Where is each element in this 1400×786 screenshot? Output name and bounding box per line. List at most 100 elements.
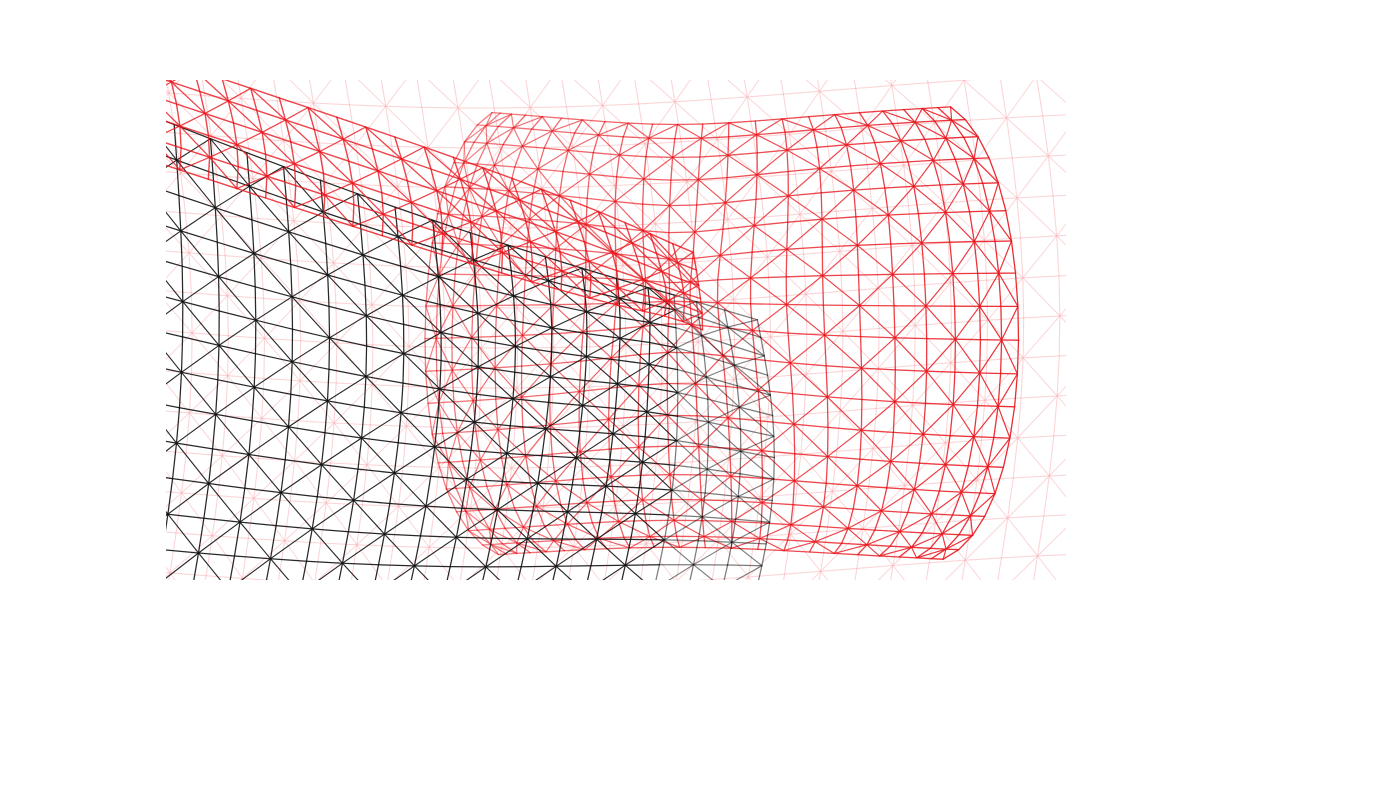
- mesh-edge: [857, 544, 868, 556]
- mesh-edge: [929, 547, 947, 550]
- mesh-edge: [686, 178, 724, 183]
- mesh-edge: [566, 485, 607, 513]
- mesh-edge: [482, 166, 513, 180]
- mesh-edge: [457, 107, 465, 149]
- mesh-edge: [470, 507, 502, 549]
- mesh-edge: [819, 525, 849, 530]
- mesh-edge: [237, 80, 242, 99]
- mesh-edge: [324, 400, 329, 434]
- mesh-edge: [548, 209, 557, 233]
- mesh-edge: [579, 404, 584, 432]
- mesh-edge: [573, 132, 600, 136]
- mesh-edge: [916, 548, 947, 559]
- mesh-edge: [549, 390, 580, 426]
- mesh-edge: [706, 450, 742, 470]
- mesh-edge: [654, 181, 688, 225]
- mesh-edge: [529, 241, 563, 272]
- mesh-edge: [166, 155, 178, 161]
- mesh-edge: [671, 489, 703, 518]
- mesh-edge: [430, 168, 438, 192]
- mesh-edge: [634, 513, 666, 541]
- mesh-edge: [211, 495, 219, 537]
- mesh-edge: [410, 201, 414, 225]
- mesh-edge: [701, 492, 706, 518]
- mesh-edge: [508, 190, 531, 220]
- mesh-edge: [166, 492, 183, 508]
- mesh-edge: [572, 146, 615, 186]
- mesh-edge: [442, 431, 458, 435]
- mesh-edge: [683, 305, 703, 314]
- mesh-edge: [241, 540, 286, 579]
- mesh-edge: [216, 241, 255, 255]
- mesh-edge: [261, 131, 267, 156]
- mesh-edge: [423, 146, 432, 170]
- mesh-edge: [582, 383, 619, 407]
- mesh-edge: [455, 509, 499, 538]
- mesh-edge: [166, 440, 178, 444]
- mesh-edge: [926, 337, 957, 340]
- mesh-edge: [322, 172, 354, 184]
- mesh-edge: [494, 334, 524, 369]
- mesh-edge: [613, 499, 644, 502]
- mesh-edge: [311, 496, 318, 530]
- mesh-edge: [549, 351, 553, 378]
- mesh-edge: [405, 226, 439, 267]
- mesh-edge: [365, 224, 403, 227]
- mesh-edge: [950, 319, 989, 324]
- mesh-edge: [545, 404, 584, 430]
- mesh-edge: [781, 116, 810, 120]
- mesh-edge: [514, 327, 553, 347]
- mesh-edge: [226, 295, 265, 339]
- mesh-edge: [572, 146, 579, 188]
- mesh-edge: [180, 371, 217, 415]
- mesh-edge: [377, 533, 386, 566]
- mesh-edge: [352, 225, 384, 237]
- mesh-edge: [217, 344, 220, 381]
- mesh-edge: [566, 502, 588, 525]
- mesh-edge: [881, 108, 905, 112]
- mesh-edge: [293, 163, 325, 175]
- mesh-edge: [609, 433, 614, 461]
- mesh-edge: [962, 183, 971, 213]
- mesh-edge: [217, 379, 255, 388]
- mesh-edge: [925, 273, 954, 307]
- mesh-edge: [283, 140, 326, 184]
- mesh-edge: [470, 221, 502, 233]
- mesh-edge: [1037, 515, 1045, 557]
- mesh-edge: [645, 137, 650, 158]
- mesh-edge: [665, 292, 685, 302]
- mesh-edge: [457, 80, 480, 109]
- mesh-edge: [737, 478, 775, 498]
- mesh-edge: [493, 164, 516, 168]
- mesh-edge: [407, 305, 410, 347]
- mesh-edge: [319, 142, 326, 184]
- mesh-edge: [667, 445, 671, 476]
- mesh-edge: [859, 429, 863, 460]
- mesh-edge: [489, 188, 497, 212]
- mesh-edge: [675, 327, 678, 349]
- mesh-edge: [494, 367, 523, 398]
- mesh-edge: [915, 557, 932, 560]
- mesh-edge: [456, 400, 474, 434]
- mesh-edge: [249, 87, 258, 112]
- mesh-edge: [166, 171, 182, 174]
- mesh-edge: [434, 466, 440, 508]
- mesh-edge: [585, 311, 621, 319]
- mesh-edge: [360, 437, 399, 444]
- mesh-edge: [833, 552, 859, 556]
- mesh-edge: [586, 565, 592, 580]
- mesh-edge: [917, 211, 947, 215]
- mesh-edge: [330, 462, 368, 466]
- mesh-edge: [361, 504, 400, 507]
- mesh-edge: [760, 336, 765, 357]
- mesh-edge: [257, 417, 263, 459]
- mesh-edge: [166, 125, 181, 134]
- mesh-edge: [631, 232, 651, 244]
- mesh-edge: [361, 437, 395, 474]
- mesh-edge: [787, 218, 823, 223]
- mesh-edge: [616, 383, 649, 389]
- mesh-edge: [826, 396, 863, 401]
- mesh-edge: [456, 431, 481, 461]
- mesh-edge: [327, 274, 330, 308]
- mesh-edge: [214, 207, 218, 243]
